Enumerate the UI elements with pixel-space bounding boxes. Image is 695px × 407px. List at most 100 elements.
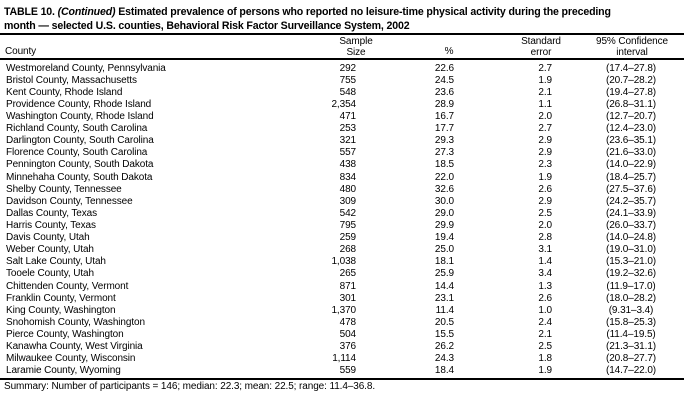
confidence-interval-cell: (26.0–33.7) (605, 219, 657, 231)
confidence-interval-cell: (12.4–23.0) (605, 123, 657, 135)
title-continued: (Continued) (57, 6, 116, 18)
percent-cell: 22.0 (434, 171, 454, 183)
percent-cell: 29.0 (434, 207, 454, 219)
standard-error-cell: 2.6 (538, 183, 552, 195)
standard-error-cell: 2.0 (538, 110, 552, 122)
county-cell: Pierce County, Washington (6, 328, 124, 340)
sample-size-cell: 309 (339, 195, 356, 207)
confidence-interval-cell: (23.6–35.1) (605, 135, 657, 147)
column-header-county: County (5, 46, 37, 57)
sample-size-cell: 253 (339, 123, 356, 135)
table-body: Westmoreland County, Pennsylvania 292 22… (0, 63, 695, 378)
sample-size-cell: 480 (339, 183, 356, 195)
table-row: Tooele County, Utah 265 25.9 3.4 (19.2–3… (0, 268, 695, 280)
confidence-interval-cell: (19.2–32.6) (605, 268, 657, 280)
standard-error-cell: 2.5 (538, 341, 552, 353)
percent-cell: 32.6 (434, 183, 454, 195)
percent-cell: 18.1 (434, 256, 454, 268)
county-cell: Franklin County, Vermont (6, 292, 116, 304)
table-number: TABLE 10. (4, 6, 55, 18)
standard-error-cell: 1.9 (538, 171, 552, 183)
percent-cell: 17.7 (434, 123, 454, 135)
percent-cell: 14.4 (434, 280, 454, 292)
table-row: Snohomish County, Washington 478 20.5 2.… (0, 317, 695, 329)
standard-error-cell: 1.0 (538, 304, 552, 316)
standard-error-cell: 2.9 (538, 147, 552, 159)
title-text-line1: Estimated prevalence of persons who repo… (118, 6, 611, 18)
sample-size-cell: 478 (339, 316, 356, 328)
percent-cell: 18.5 (434, 159, 454, 171)
confidence-interval-cell: (15.3–21.0) (605, 256, 657, 268)
sample-size-cell: 1,114 (332, 353, 356, 365)
county-cell: Pennington County, South Dakota (6, 159, 154, 171)
table-rule-bottom (0, 378, 684, 380)
sample-size-cell: 557 (339, 147, 356, 159)
percent-cell: 24.5 (434, 74, 454, 86)
county-cell: Harris County, Texas (6, 219, 96, 231)
table-row: Shelby County, Tennessee 480 32.6 2.6 (2… (0, 184, 695, 196)
sample-size-cell: 301 (339, 292, 356, 304)
county-cell: Minnehaha County, South Dakota (6, 171, 153, 183)
confidence-interval-cell: (20.7–28.2) (605, 74, 657, 86)
table-row: Darlington County, South Carolina 321 29… (0, 135, 695, 147)
county-cell: Providence County, Rhode Island (6, 98, 152, 110)
confidence-interval-cell: (26.8–31.1) (605, 98, 657, 110)
percent-cell: 25.0 (434, 244, 454, 256)
confidence-interval-cell: (24.1–33.9) (605, 207, 657, 219)
percent-cell: 18.4 (434, 365, 454, 377)
sample-size-cell: 471 (339, 110, 356, 122)
percent-cell: 29.3 (434, 135, 454, 147)
percent-cell: 26.2 (434, 341, 454, 353)
sample-size-cell: 376 (339, 341, 356, 353)
standard-error-cell: 2.6 (538, 292, 552, 304)
table-row: Westmoreland County, Pennsylvania 292 22… (0, 63, 695, 75)
confidence-interval-cell: (19.0–31.0) (605, 244, 657, 256)
table-row: Laramie County, Wyoming 559 18.4 1.9 (14… (0, 365, 695, 377)
standard-error-cell: 1.3 (538, 280, 552, 292)
sample-size-cell: 292 (339, 62, 356, 74)
sample-size-cell: 259 (339, 232, 356, 244)
confidence-interval-cell: (18.4–25.7) (605, 171, 657, 183)
table-row: Davidson County, Tennessee 309 30.0 2.9 … (0, 196, 695, 208)
percent-cell: 23.1 (434, 292, 454, 304)
percent-cell: 28.9 (434, 98, 454, 110)
standard-error-cell: 1.9 (538, 365, 552, 377)
confidence-interval-cell: (11.4–19.5) (606, 328, 656, 340)
table-row: Florence County, South Carolina 557 27.3… (0, 147, 695, 159)
county-cell: Washington County, Rhode Island (6, 110, 154, 122)
standard-error-cell: 2.7 (538, 62, 552, 74)
sample-size-cell: 548 (339, 86, 356, 98)
percent-cell: 15.5 (434, 328, 454, 340)
column-header-confidence-interval: 95% Confidence interval (596, 36, 668, 58)
county-cell: Davis County, Utah (6, 232, 90, 244)
percent-cell: 11.4 (435, 304, 454, 316)
summary-text: Summary: Number of participants = 146; m… (4, 381, 375, 392)
sample-size-cell: 542 (339, 207, 356, 219)
percent-cell: 19.4 (434, 232, 454, 244)
table-row: Minnehaha County, South Dakota 834 22.0 … (0, 171, 695, 183)
confidence-interval-cell: (18.0–28.2) (605, 292, 657, 304)
county-cell: Salt Lake County, Utah (6, 256, 106, 268)
standard-error-cell: 2.9 (538, 195, 552, 207)
county-cell: Richland County, South Carolina (6, 123, 148, 135)
table-row: Washington County, Rhode Island 471 16.7… (0, 111, 695, 123)
county-cell: Kanawha County, West Virginia (6, 341, 143, 353)
county-cell: Chittenden County, Vermont (6, 280, 129, 292)
table-row: Pierce County, Washington 504 15.5 2.1 (… (0, 329, 695, 341)
standard-error-cell: 1.8 (538, 353, 552, 365)
sample-size-cell: 755 (339, 74, 356, 86)
table-row: Richland County, South Carolina 253 17.7… (0, 123, 695, 135)
table-row: Bristol County, Massachusetts 755 24.5 1… (0, 75, 695, 87)
confidence-interval-cell: (20.8–27.7) (605, 353, 657, 365)
confidence-interval-cell: (9.31–3.4) (608, 304, 654, 316)
percent-cell: 24.3 (434, 353, 454, 365)
county-cell: Darlington County, South Carolina (6, 135, 154, 147)
county-cell: Dallas County, Texas (6, 207, 98, 219)
sample-size-cell: 559 (339, 365, 356, 377)
table-row: King County, Washington 1,370 11.4 1.0 (… (0, 305, 695, 317)
table-row: Pennington County, South Dakota 438 18.5… (0, 159, 695, 171)
table-row: Milwaukee County, Wisconsin 1,114 24.3 1… (0, 353, 695, 365)
county-cell: Bristol County, Massachusetts (6, 74, 137, 86)
confidence-interval-cell: (15.8–25.3) (605, 316, 657, 328)
table-rule-header (0, 58, 684, 60)
